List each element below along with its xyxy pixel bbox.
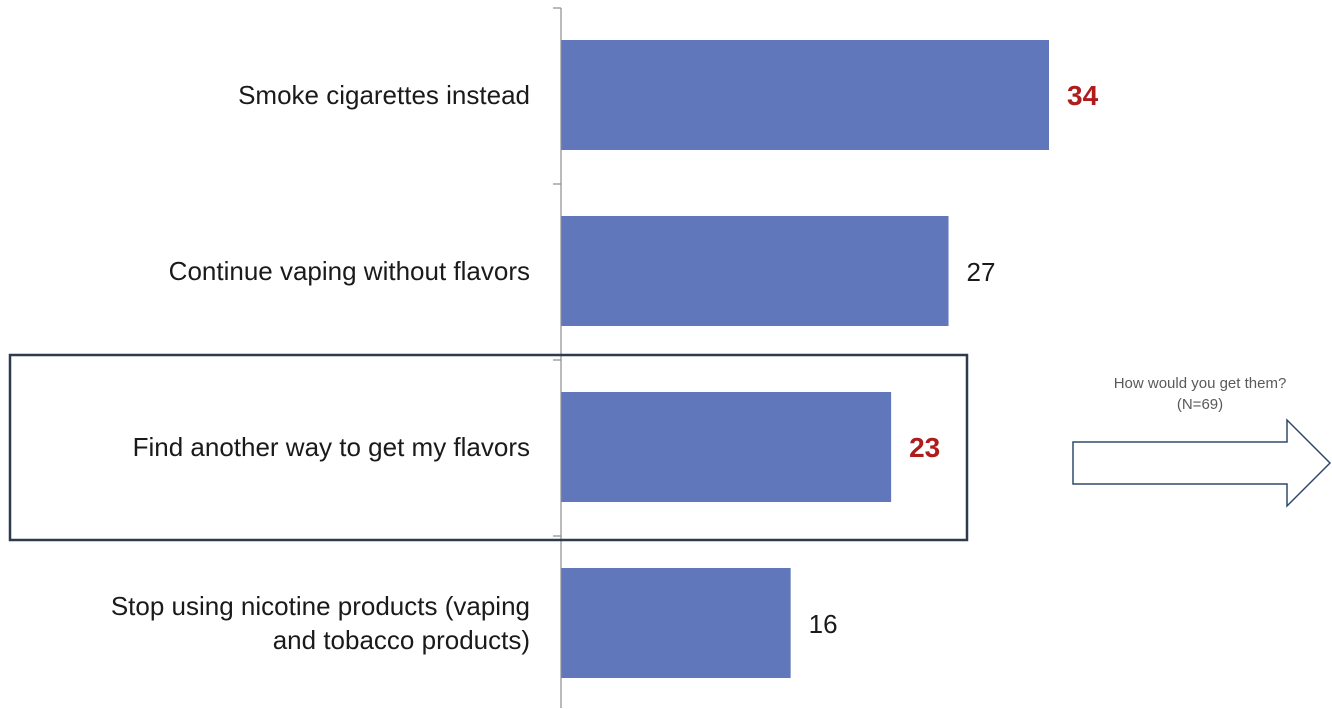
bar [561,568,791,678]
callout: How would you get them? (N=69) [1072,375,1332,508]
category-labels: Smoke cigarettes instead Continue vaping … [111,80,530,655]
highlight-box [8,353,969,542]
category-label: and tobacco products) [273,625,530,655]
category-label: Stop using nicotine products (vaping [111,591,530,621]
category-label: Smoke cigarettes instead [238,80,530,110]
callout-line-1: How would you get them? [1114,375,1287,392]
bar [561,392,892,502]
right-arrow-icon [1072,418,1332,508]
value-labels: 34 27 23 16 [809,80,1099,639]
bars-group [561,40,1049,678]
bar [561,216,949,326]
value-label: 34 [1067,80,1099,111]
callout-line-2: (N=69) [1177,396,1223,413]
value-label: 23 [909,432,940,463]
axis-ticks [553,7,561,537]
value-label: 27 [967,257,996,287]
bar [561,40,1049,150]
category-label: Continue vaping without flavors [169,256,530,286]
category-label: Find another way to get my flavors [133,432,530,462]
value-label: 16 [809,609,838,639]
